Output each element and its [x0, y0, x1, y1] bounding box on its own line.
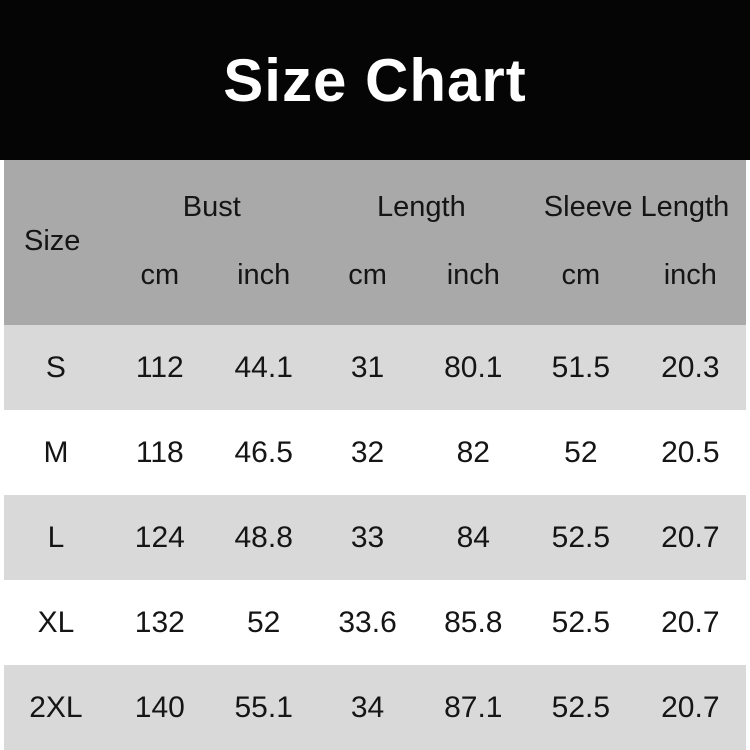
table-row-l: L 124 48.8 33 84 52.5 20.7 — [4, 495, 746, 580]
value-cell: 52.5 — [551, 690, 611, 724]
column-group-sleeve-length: Sleeve Length — [543, 191, 730, 224]
value-cell: 112 — [135, 350, 184, 384]
column-header-size: Size — [24, 225, 81, 257]
column-group-bust: Bust — [182, 191, 241, 224]
value-cell: 80.1 — [444, 350, 503, 384]
size-cell: M — [43, 435, 69, 469]
unit-header-length-inch: inch — [446, 258, 500, 291]
value-cell: 31 — [350, 350, 385, 384]
value-cell: 55.1 — [234, 690, 293, 724]
size-chart-table: Size Bust Length Sleeve Length cm inch c… — [4, 160, 746, 750]
value-cell: 140 — [134, 690, 185, 724]
value-cell: 52.5 — [551, 605, 611, 639]
size-cell: L — [47, 520, 65, 554]
value-cell: 20.3 — [661, 350, 720, 384]
value-cell: 124 — [134, 520, 185, 554]
value-cell: 52 — [564, 435, 598, 469]
value-cell: 46.5 — [234, 435, 293, 469]
value-cell: 52 — [247, 605, 281, 639]
page-title: Size Chart — [223, 46, 527, 114]
value-cell: 44.1 — [234, 350, 293, 384]
table-row-2xl: 2XL 140 55.1 34 87.1 52.5 20.7 — [4, 665, 746, 750]
value-cell: 33.6 — [338, 605, 397, 639]
table-header: Size Bust Length Sleeve Length cm inch c… — [4, 160, 746, 325]
value-cell: 84 — [456, 520, 490, 554]
unit-header-bust-cm: cm — [140, 258, 180, 291]
value-cell: 52.5 — [551, 520, 611, 554]
value-cell: 132 — [134, 605, 185, 639]
table-row-m: M 118 46.5 32 82 52 20.5 — [4, 410, 746, 495]
value-cell: 34 — [350, 690, 385, 724]
size-cell: S — [45, 350, 66, 384]
value-cell: 20.7 — [661, 520, 720, 554]
value-cell: 87.1 — [444, 690, 503, 724]
unit-header-sleeve-inch: inch — [663, 258, 717, 291]
value-cell: 118 — [135, 435, 184, 469]
value-cell: 20.7 — [661, 690, 720, 724]
unit-header-bust-inch: inch — [237, 258, 291, 291]
table-row-s: S 112 44.1 31 80.1 51.5 20.3 — [4, 325, 746, 410]
value-cell: 82 — [456, 435, 490, 469]
value-cell: 32 — [350, 435, 385, 469]
unit-header-sleeve-cm: cm — [561, 258, 601, 291]
size-cell: 2XL — [29, 690, 83, 724]
value-cell: 48.8 — [234, 520, 293, 554]
size-chart-banner: Size Chart — [0, 0, 750, 160]
column-group-length: Length — [377, 191, 466, 224]
unit-header-length-cm: cm — [348, 258, 387, 291]
value-cell: 85.8 — [444, 605, 503, 639]
value-cell: 51.5 — [551, 350, 611, 384]
size-cell: XL — [37, 605, 75, 639]
value-cell: 20.7 — [661, 605, 720, 639]
value-cell: 20.5 — [661, 435, 720, 469]
table-row-xl: XL 132 52 33.6 85.8 52.5 20.7 — [4, 580, 746, 665]
value-cell: 33 — [350, 520, 385, 554]
